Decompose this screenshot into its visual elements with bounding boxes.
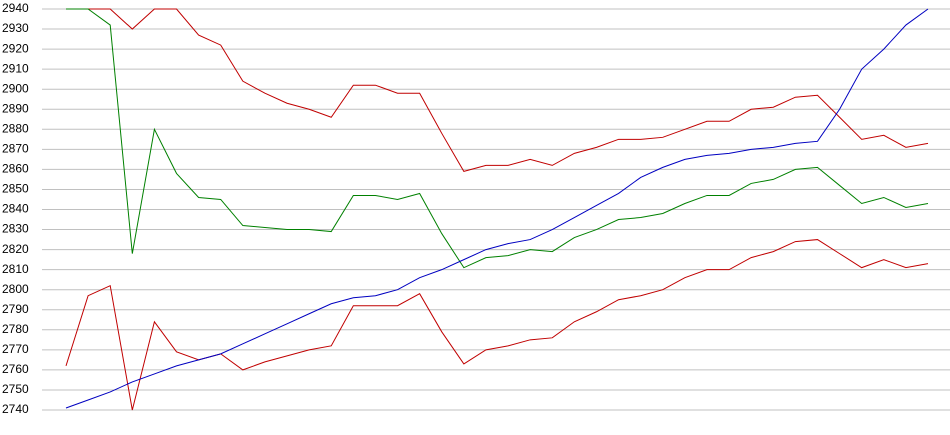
y-tick-label: 2800 <box>2 282 29 296</box>
y-tick-label: 2820 <box>2 242 29 256</box>
y-tick-label: 2940 <box>2 1 29 15</box>
y-tick-label: 2740 <box>2 402 29 416</box>
y-tick-label: 2880 <box>2 121 29 135</box>
y-tick-label: 2810 <box>2 262 29 276</box>
y-tick-label: 2840 <box>2 202 29 216</box>
y-tick-label: 2780 <box>2 322 29 336</box>
series-line <box>65 8 929 409</box>
y-tick-label: 2910 <box>2 61 29 75</box>
y-tick-label: 2750 <box>2 382 29 396</box>
y-tick-label: 2920 <box>2 41 29 55</box>
y-tick-label: 2790 <box>2 302 29 316</box>
series-line <box>66 8 929 269</box>
y-tick-label: 2870 <box>2 142 29 156</box>
y-tick-label: 2860 <box>2 162 29 176</box>
y-tick-label: 2770 <box>2 342 29 356</box>
series-line <box>65 239 929 411</box>
y-tick-label: 2900 <box>2 81 29 95</box>
y-tick-label: 2890 <box>2 101 29 115</box>
series-line <box>66 8 929 172</box>
y-tick-label: 2850 <box>2 182 29 196</box>
y-tick-label: 2760 <box>2 362 29 376</box>
y-tick-label: 2830 <box>2 222 29 236</box>
y-tick-label: 2930 <box>2 21 29 35</box>
